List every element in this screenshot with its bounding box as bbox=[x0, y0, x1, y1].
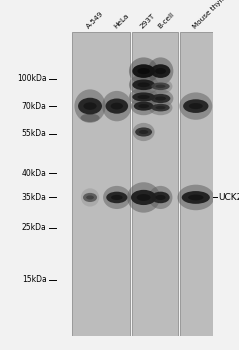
Ellipse shape bbox=[83, 102, 97, 110]
Ellipse shape bbox=[149, 100, 173, 115]
Ellipse shape bbox=[148, 89, 173, 107]
FancyBboxPatch shape bbox=[179, 32, 213, 336]
Ellipse shape bbox=[155, 97, 166, 100]
Text: 293T: 293T bbox=[139, 13, 157, 30]
Ellipse shape bbox=[127, 182, 160, 213]
Ellipse shape bbox=[138, 104, 149, 108]
Ellipse shape bbox=[148, 57, 173, 85]
Ellipse shape bbox=[131, 190, 156, 205]
Text: B-cell: B-cell bbox=[156, 11, 175, 30]
Text: UCK2: UCK2 bbox=[218, 193, 239, 202]
Text: 40kDa: 40kDa bbox=[22, 169, 47, 177]
Ellipse shape bbox=[182, 191, 210, 204]
Text: 100kDa: 100kDa bbox=[17, 74, 47, 83]
Ellipse shape bbox=[149, 186, 173, 209]
Ellipse shape bbox=[137, 82, 150, 87]
Text: 35kDa: 35kDa bbox=[22, 193, 47, 202]
Ellipse shape bbox=[103, 186, 130, 209]
Ellipse shape bbox=[75, 89, 106, 123]
Ellipse shape bbox=[189, 103, 203, 109]
Ellipse shape bbox=[131, 97, 157, 115]
Ellipse shape bbox=[151, 104, 170, 111]
Text: 25kDa: 25kDa bbox=[22, 223, 47, 232]
Text: A-549: A-549 bbox=[86, 10, 105, 30]
Ellipse shape bbox=[134, 102, 153, 111]
Ellipse shape bbox=[132, 92, 155, 102]
Ellipse shape bbox=[156, 195, 166, 200]
Ellipse shape bbox=[111, 195, 123, 200]
Ellipse shape bbox=[137, 194, 151, 201]
Ellipse shape bbox=[155, 68, 166, 74]
Ellipse shape bbox=[86, 195, 94, 199]
Ellipse shape bbox=[133, 123, 155, 141]
Ellipse shape bbox=[151, 83, 170, 90]
Ellipse shape bbox=[129, 57, 158, 85]
Ellipse shape bbox=[83, 193, 97, 202]
Ellipse shape bbox=[151, 64, 170, 78]
Ellipse shape bbox=[129, 88, 158, 106]
Ellipse shape bbox=[137, 95, 150, 99]
Ellipse shape bbox=[129, 74, 158, 96]
Text: 15kDa: 15kDa bbox=[22, 275, 47, 284]
Ellipse shape bbox=[139, 130, 148, 134]
Text: 55kDa: 55kDa bbox=[22, 129, 47, 138]
Ellipse shape bbox=[188, 195, 204, 200]
Text: HeLa: HeLa bbox=[113, 13, 130, 30]
Ellipse shape bbox=[106, 98, 128, 114]
Ellipse shape bbox=[177, 185, 214, 210]
Ellipse shape bbox=[132, 64, 155, 78]
Ellipse shape bbox=[81, 114, 100, 122]
Ellipse shape bbox=[156, 85, 166, 88]
Ellipse shape bbox=[111, 103, 123, 110]
Ellipse shape bbox=[81, 188, 99, 206]
Text: Mouse thymus: Mouse thymus bbox=[191, 0, 233, 30]
FancyBboxPatch shape bbox=[132, 32, 178, 336]
Text: 70kDa: 70kDa bbox=[22, 102, 47, 111]
Ellipse shape bbox=[78, 98, 102, 114]
Ellipse shape bbox=[102, 91, 131, 121]
Ellipse shape bbox=[106, 192, 127, 203]
Ellipse shape bbox=[149, 79, 173, 94]
Ellipse shape bbox=[156, 106, 166, 109]
Ellipse shape bbox=[135, 127, 152, 136]
Ellipse shape bbox=[137, 68, 150, 74]
FancyBboxPatch shape bbox=[72, 32, 130, 336]
Ellipse shape bbox=[151, 94, 170, 103]
Ellipse shape bbox=[183, 99, 208, 113]
Ellipse shape bbox=[132, 79, 155, 90]
Ellipse shape bbox=[179, 92, 212, 120]
Ellipse shape bbox=[151, 192, 170, 203]
